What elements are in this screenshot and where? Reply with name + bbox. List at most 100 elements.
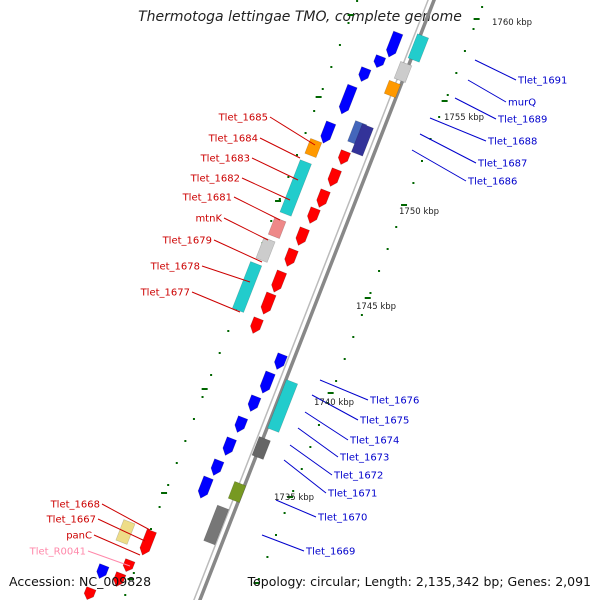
- tick-major: [327, 392, 334, 394]
- domain-feature-shape: [232, 261, 263, 313]
- gene-label-left: Tlet_1685: [218, 113, 268, 124]
- cds-reverse: [327, 167, 342, 187]
- gene-label-left: Tlet_1678: [150, 262, 200, 273]
- domain-feature-shape: [255, 237, 276, 263]
- tick-dot: [386, 248, 389, 250]
- cds-forward: [247, 394, 262, 412]
- kbp-label: 1755 kbp: [444, 113, 484, 123]
- tick-dot: [330, 66, 333, 68]
- tick-dot: [304, 132, 307, 134]
- leader-line: [259, 137, 301, 159]
- tick-dot: [257, 578, 260, 580]
- gene-label-left: Tlet_1677: [140, 288, 190, 299]
- gene-label-right: Tlet_1674: [349, 436, 399, 447]
- tick-major: [441, 100, 448, 102]
- tick-dot: [472, 28, 475, 30]
- cds-reverse: [260, 291, 277, 315]
- gene-label-left: Tlet_R0041: [29, 547, 86, 558]
- gene-label-left: Tlet_1682: [190, 174, 240, 185]
- domain-feature-shape: [279, 159, 312, 217]
- tick-dot: [283, 512, 286, 514]
- tick-dot: [287, 176, 290, 178]
- gene-label-right: Tlet_1689: [497, 115, 547, 126]
- domain-feature-shape: [267, 379, 299, 433]
- tick-dot: [210, 374, 213, 376]
- cds-forward: [210, 458, 225, 476]
- kbp-labels: 1760 kbp 1755 kbp 1750 kbp 1745 kbp 1740 kbp…: [274, 18, 532, 503]
- leader-line: [261, 534, 305, 552]
- domain-feature: [251, 436, 271, 460]
- cds-forward-shape: [247, 394, 262, 412]
- leader-line: [223, 217, 269, 241]
- domain-feature: [383, 79, 401, 99]
- tick-major: [347, 14, 354, 16]
- tick-major: [364, 297, 371, 299]
- tick-dot: [218, 352, 221, 354]
- leader-line: [191, 291, 241, 313]
- tick-major: [315, 96, 322, 98]
- tick-dot: [378, 270, 381, 272]
- domain-feature-shape: [227, 481, 247, 503]
- tick-dot: [309, 446, 312, 448]
- tick-major: [201, 388, 208, 390]
- gene-label-right: Tlet_1673: [339, 453, 389, 464]
- leader-line: [283, 459, 327, 494]
- tick-dot: [300, 468, 303, 470]
- cds-forward-shape: [210, 458, 225, 476]
- cds-forward-shape: [358, 66, 372, 82]
- gene-label-left: Tlet_1667: [46, 515, 96, 526]
- tick-major: [473, 18, 480, 20]
- leader-line: [474, 59, 517, 81]
- cds-reverse-shape: [284, 247, 299, 267]
- tick-dot: [335, 380, 338, 382]
- cds-reverse-shape: [295, 226, 310, 246]
- cds-forward: [259, 370, 276, 394]
- gene-label-left: Tlet_1681: [182, 193, 232, 204]
- tick-dot: [158, 506, 161, 508]
- leader-line: [201, 265, 251, 283]
- tick-dot: [338, 44, 341, 46]
- tick-dot: [150, 528, 153, 530]
- tick-major: [401, 204, 408, 206]
- leader-line: [97, 518, 146, 542]
- cds-forward: [197, 475, 214, 499]
- domain-feature-shape: [267, 217, 287, 239]
- cds-reverse: [250, 316, 264, 334]
- gene-label-right: Tlet_1691: [517, 76, 567, 87]
- cds-forward: [373, 54, 387, 68]
- cds-forward: [234, 415, 249, 433]
- tick-dot: [321, 88, 324, 90]
- tick-dot: [275, 534, 278, 536]
- cds-forward-shape: [338, 83, 358, 115]
- domain-feature: [304, 137, 323, 159]
- leader-line: [269, 116, 316, 146]
- domain-feature-shape: [393, 61, 413, 83]
- map-title: Thermotoga lettingae TMO, complete genom…: [138, 9, 462, 25]
- tick-dot: [395, 226, 398, 228]
- cds-reverse: [271, 269, 288, 293]
- cds-reverse-shape: [307, 206, 321, 224]
- gene-labels: Tlet_1685 Tlet_1684 Tlet_1683 Tlet_1682 Tlet…: [29, 76, 568, 558]
- domain-feature-shape: [383, 79, 401, 99]
- cds-forward-shape: [222, 436, 237, 456]
- domain-feature: [203, 504, 230, 546]
- leader-line: [467, 79, 507, 103]
- cds-reverse-shape: [260, 291, 277, 315]
- tick-dot: [313, 110, 316, 112]
- gene-label-left: panC: [66, 531, 92, 542]
- cds-forward: [222, 436, 237, 456]
- cds-reverse: [337, 149, 352, 165]
- gene-label-left: Tlet_1684: [208, 134, 258, 145]
- tick-major: [275, 200, 282, 202]
- leader-line: [289, 444, 333, 476]
- cds-reverse-shape: [250, 316, 264, 334]
- tick-dot: [295, 154, 298, 156]
- leader-line: [213, 239, 263, 263]
- tick-marks: [124, 0, 484, 596]
- cds-reverse: [284, 247, 299, 267]
- tick-dot: [175, 462, 178, 464]
- cds-reverse: [307, 206, 321, 224]
- tick-dot: [184, 440, 187, 442]
- tick-dot: [192, 418, 195, 420]
